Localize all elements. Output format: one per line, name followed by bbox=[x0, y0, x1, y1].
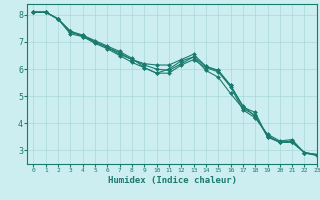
X-axis label: Humidex (Indice chaleur): Humidex (Indice chaleur) bbox=[108, 176, 236, 185]
